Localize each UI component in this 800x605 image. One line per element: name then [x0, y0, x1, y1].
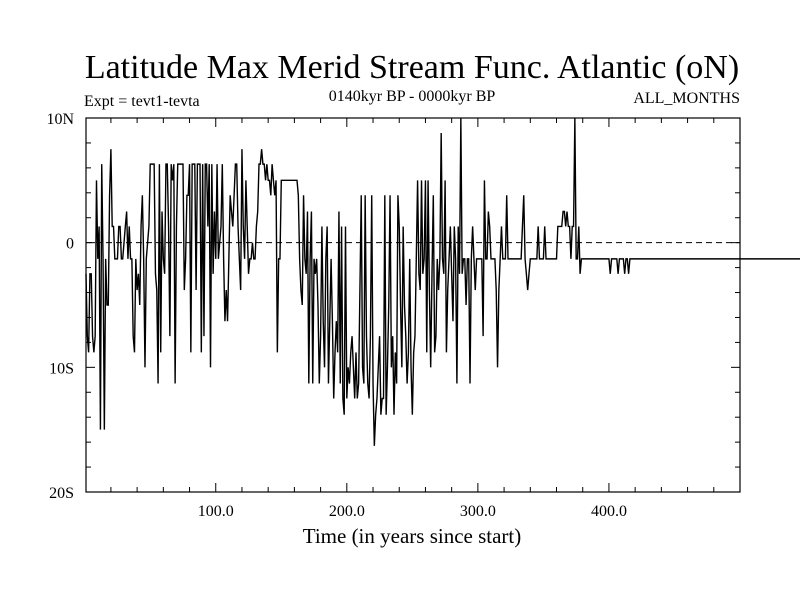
- chart-title: Latitude Max Merid Stream Func. Atlantic…: [85, 49, 739, 86]
- time-range-label: 0140kyr BP - 0000kyr BP: [329, 88, 496, 105]
- data-series-line: [85, 117, 800, 446]
- x-axis-label: Time (in years since start): [303, 524, 522, 548]
- y-tick-label: 20S: [49, 485, 74, 502]
- experiment-label: Expt = tevt1-tevta: [84, 93, 200, 110]
- x-tick-label: 300.0: [460, 503, 496, 520]
- y-tick-label: 10N: [46, 111, 74, 128]
- y-tick-label: 10S: [49, 360, 74, 377]
- x-tick-label: 100.0: [198, 503, 234, 520]
- plot-frame: [85, 117, 741, 493]
- x-tick-label: 200.0: [329, 503, 365, 520]
- x-tick-label: 400.0: [591, 503, 627, 520]
- y-tick-label: 0: [66, 236, 74, 253]
- months-label: ALL_MONTHS: [633, 90, 740, 107]
- axis-ticks: 100.0 200.0 300.0 400.0 10N 0 10S 20S: [46, 111, 740, 520]
